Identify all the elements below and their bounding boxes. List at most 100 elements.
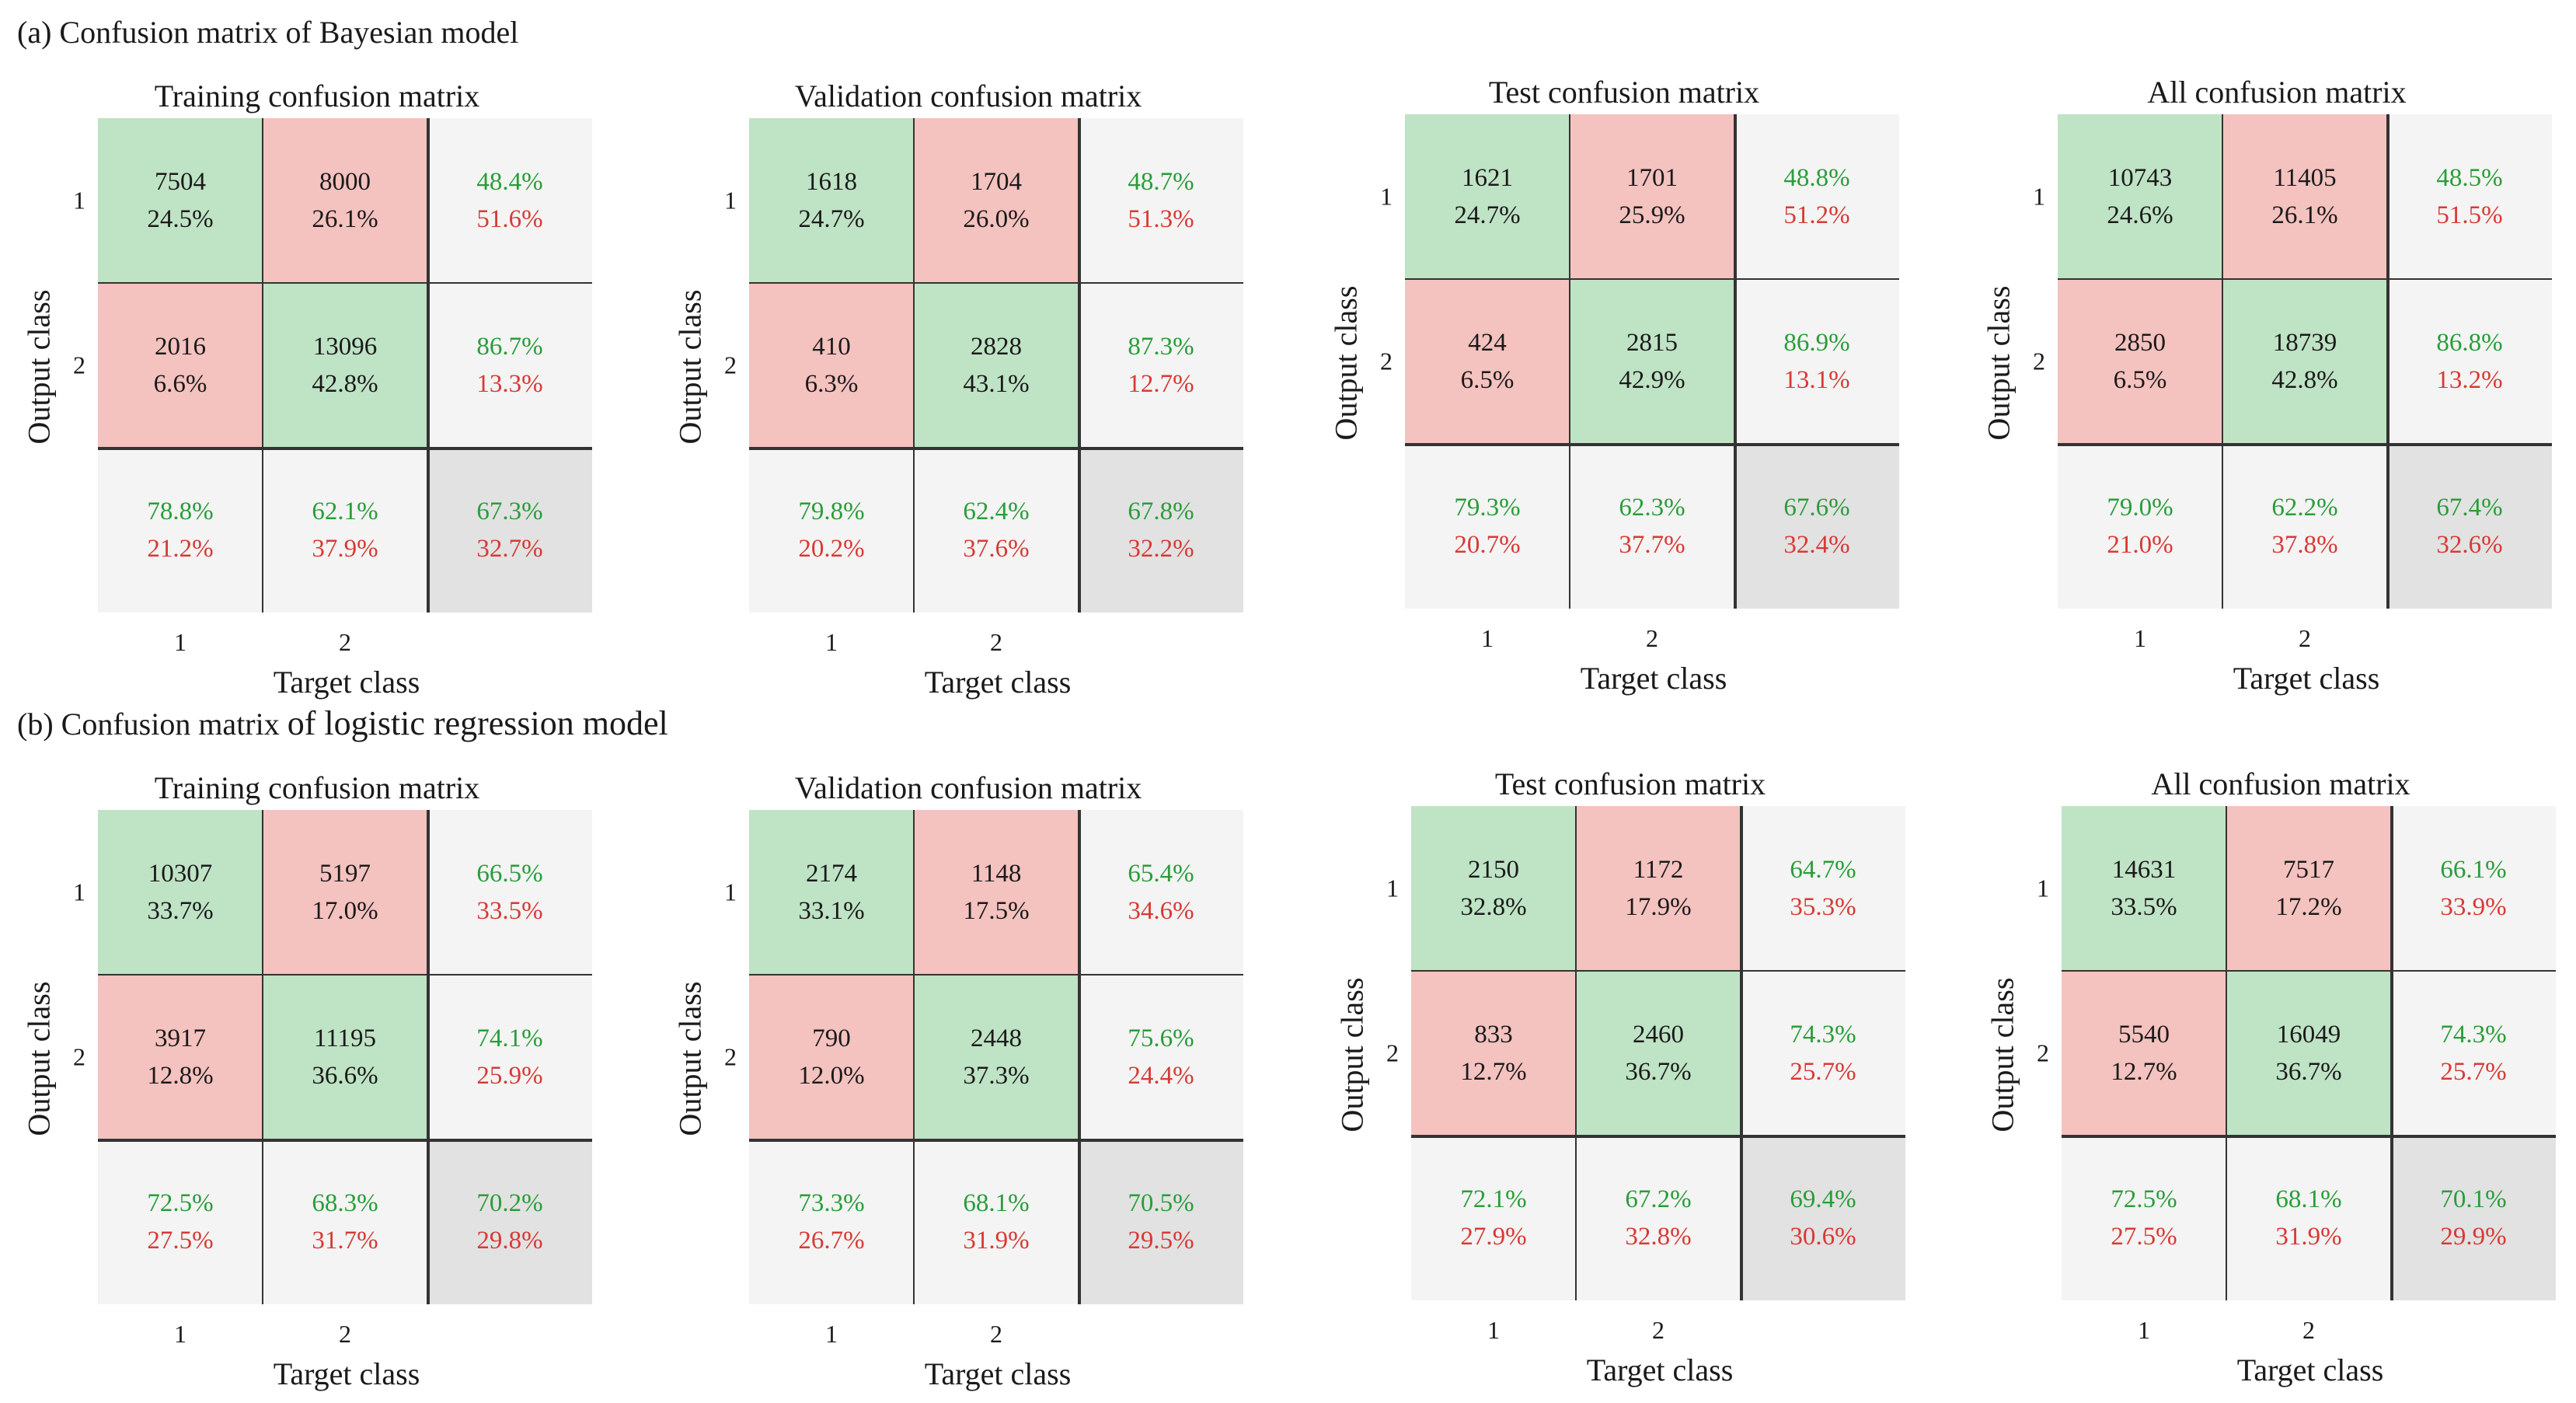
cell-count: 87.3% [1128, 333, 1194, 361]
y-axis-label: Output class [1985, 977, 2020, 1133]
matrix-cell: 66.5% 33.5% [427, 810, 592, 975]
cell-percent: 29.8% [476, 1227, 543, 1255]
confusion-matrix-panel: All confusion matrix 14631 33.5% 7517 17.2% 6… [1985, 766, 2576, 1387]
grid-line-horizontal [1405, 443, 1899, 446]
cell-percent: 12.7% [1460, 1058, 1527, 1086]
cell-percent: 13.1% [1783, 366, 1850, 394]
cell-count: 1618 [806, 168, 857, 196]
cell-percent: 21.2% [147, 535, 214, 563]
x-tick-label: 2 [2299, 624, 2311, 652]
cell-percent: 51.2% [1783, 201, 1850, 229]
matrix-cell: 74.3% 25.7% [2391, 971, 2556, 1136]
cell-percent: 36.7% [2275, 1058, 2342, 1086]
matrix-cell: 2174 33.1% [749, 810, 914, 975]
cell-percent: 17.2% [2275, 893, 2342, 921]
cell-percent: 42.8% [312, 370, 378, 398]
matrix-cell: 833 12.7% [1411, 971, 1576, 1136]
confusion-matrix-panel: Test confusion matrix 1621 24.7% 1701 25.9% 4… [1329, 74, 1919, 696]
cell-percent: 13.3% [476, 370, 543, 398]
cell-percent: 33.9% [2440, 893, 2507, 921]
x-tick-label: 1 [2134, 624, 2146, 652]
matrix-cell: 2460 36.7% [1576, 971, 1741, 1136]
matrix-cell: 5540 12.7% [2062, 971, 2226, 1136]
y-tick-label: 1 [724, 186, 737, 215]
cell-count: 2150 [1468, 856, 1519, 884]
cell-count: 2815 [1626, 329, 1678, 357]
x-tick-label: 1 [825, 628, 838, 656]
cell-percent: 36.6% [312, 1062, 378, 1090]
grid-line-vertical [427, 118, 430, 613]
matrix-cell: 48.8% 51.2% [1734, 114, 1899, 279]
matrix-cell: 10307 33.7% [98, 810, 263, 975]
matrix-title: Validation confusion matrix [794, 79, 1142, 113]
cell-count: 48.8% [1783, 164, 1850, 192]
matrix-cell: 8000 26.1% [263, 118, 427, 283]
cell-count: 74.1% [476, 1024, 543, 1052]
matrix-cell: 62.1% 37.9% [263, 448, 427, 613]
matrix-title: Validation confusion matrix [794, 770, 1142, 805]
cell-count: 790 [812, 1024, 851, 1052]
cell-count: 67.2% [1625, 1185, 1692, 1213]
x-tick-label: 2 [339, 628, 351, 656]
cell-count: 68.3% [312, 1189, 378, 1217]
matrix-cell: 11195 36.6% [263, 975, 427, 1140]
cell-count: 70.5% [1128, 1189, 1194, 1217]
matrix-cell: 1172 17.9% [1576, 806, 1741, 971]
cell-count: 86.7% [476, 333, 543, 361]
y-axis-label: Output class [21, 289, 57, 445]
grid-line-vertical [913, 118, 915, 613]
matrix-title: All confusion matrix [2151, 766, 2410, 801]
cell-count: 68.1% [963, 1189, 1030, 1217]
x-axis-label: Target class [924, 1356, 1072, 1391]
cell-percent: 51.6% [476, 205, 543, 233]
matrix-cell: 73.3% 26.7% [749, 1140, 914, 1304]
cell-count: 18739 [2272, 329, 2337, 357]
y-axis-label: Output class [21, 981, 57, 1136]
matrix-cell: 62.2% 37.8% [2222, 444, 2387, 609]
grid-line-vertical [1078, 810, 1081, 1304]
cell-percent: 6.5% [1460, 366, 1515, 394]
cell-percent: 32.8% [1625, 1223, 1692, 1251]
x-axis-label: Target class [1580, 661, 1727, 696]
grid-line-horizontal [1411, 1135, 1905, 1138]
matrix-cell: 87.3% 12.7% [1079, 283, 1243, 448]
cell-count: 70.2% [476, 1189, 543, 1217]
matrix-cell: 86.9% 13.1% [1734, 279, 1899, 444]
cell-percent: 37.9% [312, 535, 378, 563]
cell-percent: 37.6% [963, 535, 1030, 563]
cell-percent: 29.5% [1128, 1227, 1194, 1255]
cell-percent: 37.8% [2271, 531, 2338, 559]
grid-line-vertical [913, 810, 915, 1304]
matrix-cell: 16049 36.7% [2226, 971, 2391, 1136]
matrix-title: Training confusion matrix [154, 770, 480, 805]
matrix-grid: 10307 33.7% 5197 17.0% 66.5% 33.5% 3917 12.8% 11… [22, 810, 592, 1391]
y-axis-label: Output class [1328, 285, 1364, 441]
matrix-cell: 1621 24.7% [1405, 114, 1570, 279]
y-tick-label: 1 [2037, 874, 2049, 902]
cell-percent: 27.9% [1460, 1223, 1527, 1251]
cell-count: 833 [1474, 1021, 1513, 1049]
x-axis-label: Target class [924, 665, 1072, 700]
matrix-cell: 74.1% 25.9% [427, 975, 592, 1140]
grid-line-vertical [2386, 114, 2390, 609]
x-axis-label: Target class [2236, 1352, 2384, 1387]
matrix-cell: 68.3% 31.7% [263, 1140, 427, 1304]
matrix-cell: 18739 42.8% [2222, 279, 2387, 444]
cell-count: 48.5% [2436, 164, 2503, 192]
cell-count: 10307 [148, 860, 213, 888]
x-tick-label: 2 [2302, 1316, 2315, 1344]
cell-percent: 33.1% [798, 897, 865, 925]
confusion-matrix-panel: Validation confusion matrix 1618 24.7% 1704… [673, 78, 1264, 700]
cell-percent: 12.7% [1128, 370, 1194, 398]
cell-percent: 6.6% [153, 370, 207, 398]
matrix-cell: 72.1% 27.9% [1411, 1136, 1576, 1300]
x-tick-label: 1 [1481, 624, 1494, 652]
section-title-prefix: (a) Confusion matrix of Bayesian model [17, 15, 519, 50]
y-tick-label: 1 [73, 186, 85, 215]
y-tick-label: 1 [2033, 182, 2045, 211]
cell-percent: 42.9% [1619, 366, 1685, 394]
cell-percent: 25.9% [476, 1062, 543, 1090]
cell-count: 7517 [2283, 856, 2334, 884]
matrix-cell: 11405 26.1% [2222, 114, 2387, 279]
confusion-matrix-panel: Training confusion matrix 10307 33.7% 5197 1… [22, 770, 612, 1391]
